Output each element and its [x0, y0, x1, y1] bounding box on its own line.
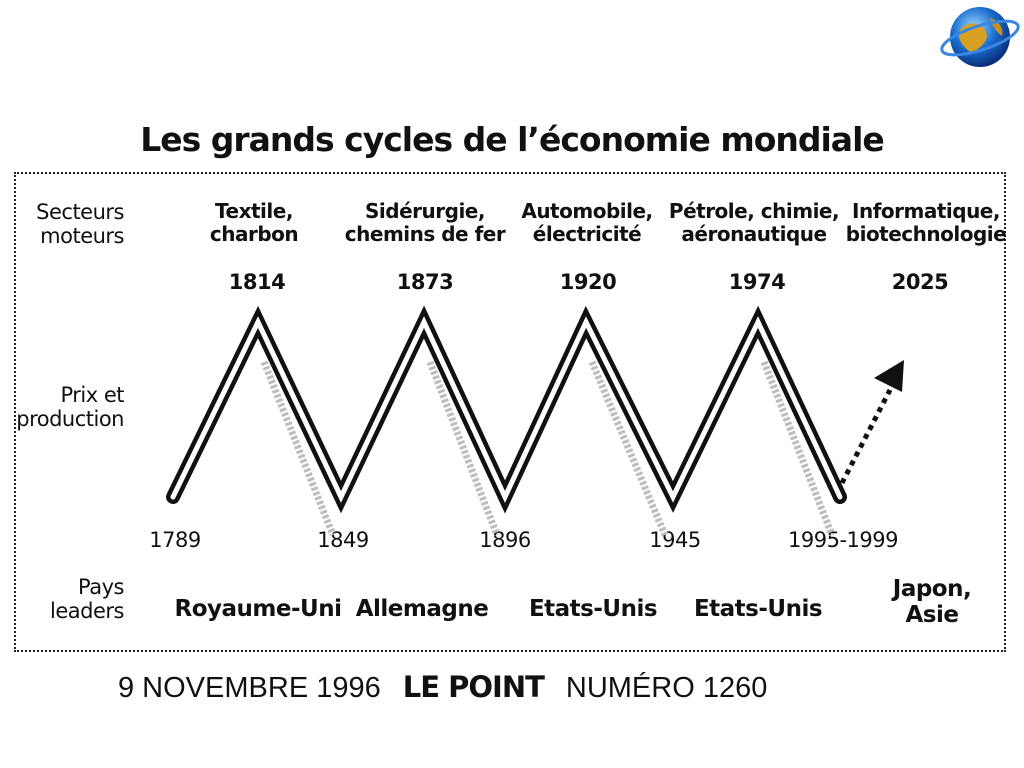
- leader-label: Japon, Asie: [892, 576, 972, 629]
- cycle-shadow-line: [260, 360, 337, 537]
- side-label-prices: Prix et production: [16, 383, 124, 432]
- sector-label: Pétrole, chimie, aéronautique: [668, 199, 840, 246]
- projection-dotted-line: [839, 388, 893, 485]
- sector-label: Informatique, biotechnologie: [845, 199, 1007, 246]
- year-label-1920: 1920: [559, 270, 617, 294]
- globe-logo-icon: [940, 7, 1020, 67]
- cycle-line-inner: [170, 316, 843, 503]
- year-label-1945: 1945: [649, 528, 701, 552]
- chart-title: Les grands cycles de l’économie mondiale: [140, 120, 885, 159]
- year-label-1896: 1896: [479, 528, 531, 552]
- year-label-1873: 1873: [396, 270, 454, 294]
- chart-frame: [14, 172, 1006, 652]
- footer-date: 9 NOVEMBRE 1996: [118, 672, 381, 704]
- cycle-shadow-line: [760, 360, 836, 537]
- year-label-1849: 1849: [317, 528, 369, 552]
- sector-label: Textile, charbon: [209, 199, 299, 246]
- footer-issue: NUMÉRO 1260: [565, 672, 768, 704]
- cycle-shadow-line: [588, 360, 669, 537]
- year-label-1995-1999: 1995-1999: [788, 528, 898, 552]
- footer-publication: LE POINT: [402, 670, 545, 704]
- year-label-1974: 1974: [728, 270, 786, 294]
- leader-label: Etats-Unis: [528, 596, 658, 622]
- leader-label: Allemagne: [355, 596, 489, 622]
- year-label-1789: 1789: [149, 528, 201, 552]
- sector-label: Automobile, électricité: [521, 199, 653, 246]
- cycle-shadow-line: [426, 360, 501, 537]
- footer: 9 NOVEMBRE 1996 LE POINT NUMÉRO 1260: [118, 670, 767, 705]
- leader-label: Etats-Unis: [693, 596, 823, 622]
- side-label-leaders: Pays leaders: [50, 575, 124, 624]
- year-label-2025: 2025: [891, 270, 949, 294]
- year-label-1814: 1814: [228, 270, 286, 294]
- side-label-sectors: Secteurs moteurs: [36, 200, 124, 249]
- sector-label: Sidérurgie, chemins de fer: [344, 199, 506, 246]
- projection-arrow-head: [874, 360, 904, 392]
- leader-label: Royaume-Uni: [174, 596, 342, 622]
